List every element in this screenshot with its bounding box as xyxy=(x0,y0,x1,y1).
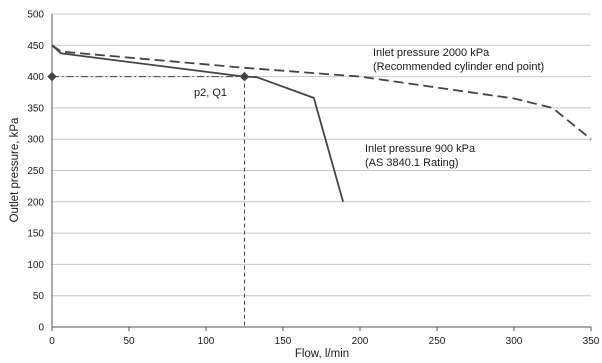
y-tick-label: 0 xyxy=(38,323,44,334)
y-tick-label: 150 xyxy=(27,229,44,240)
x-tick-label: 200 xyxy=(352,336,369,347)
y-tick-label: 400 xyxy=(27,72,44,83)
reference-marker xyxy=(47,71,57,82)
x-tick-label: 0 xyxy=(49,336,55,347)
axes xyxy=(51,14,592,331)
series-line-900kpa xyxy=(51,44,344,203)
x-tick-labels: 0 50 100 150 200 250 300 350 xyxy=(49,336,600,347)
gridlines xyxy=(52,13,591,297)
x-axis-title: Flow, l/min xyxy=(295,348,349,360)
reference-lines xyxy=(52,76,245,327)
annotation-2000kpa-line2: (Recommended cylinder end point) xyxy=(373,61,544,73)
y-tick-label: 100 xyxy=(27,260,44,271)
reference-markers xyxy=(47,71,250,82)
y-tick-label: 200 xyxy=(27,197,44,208)
reference-label: p2, Q1 xyxy=(194,87,227,99)
annotation-900kpa: Inlet pressure 900 kPa (AS 3840.1 Rating… xyxy=(365,143,478,169)
y-tick-labels: 0 50 100 150 200 250 300 350 400 450 500 xyxy=(27,10,44,334)
y-tick-label: 250 xyxy=(27,166,44,177)
x-tick-label: 50 xyxy=(123,336,135,347)
annotation-2000kpa: Inlet pressure 2000 kPa (Recommended cyl… xyxy=(373,47,544,73)
y-tick-label: 300 xyxy=(27,135,44,146)
x-tick-label: 250 xyxy=(429,336,446,347)
reference-marker xyxy=(239,71,250,82)
annotation-900kpa-line2: (AS 3840.1 Rating) xyxy=(365,157,459,169)
x-tick-label: 100 xyxy=(198,336,215,347)
annotation-2000kpa-line1: Inlet pressure 2000 kPa xyxy=(373,47,490,59)
series xyxy=(51,44,592,203)
y-tick-label: 350 xyxy=(27,103,44,114)
annotation-900kpa-line1: Inlet pressure 900 kPa xyxy=(365,143,476,155)
y-tick-label: 50 xyxy=(33,291,45,302)
x-tick-label: 150 xyxy=(275,336,292,347)
x-tick-label: 350 xyxy=(583,336,600,347)
y-tick-label: 450 xyxy=(27,41,44,52)
y-tick-label: 500 xyxy=(27,10,44,21)
y-axis-title: Outlet pressure, kPa xyxy=(9,117,21,222)
x-tick-label: 300 xyxy=(506,336,523,347)
